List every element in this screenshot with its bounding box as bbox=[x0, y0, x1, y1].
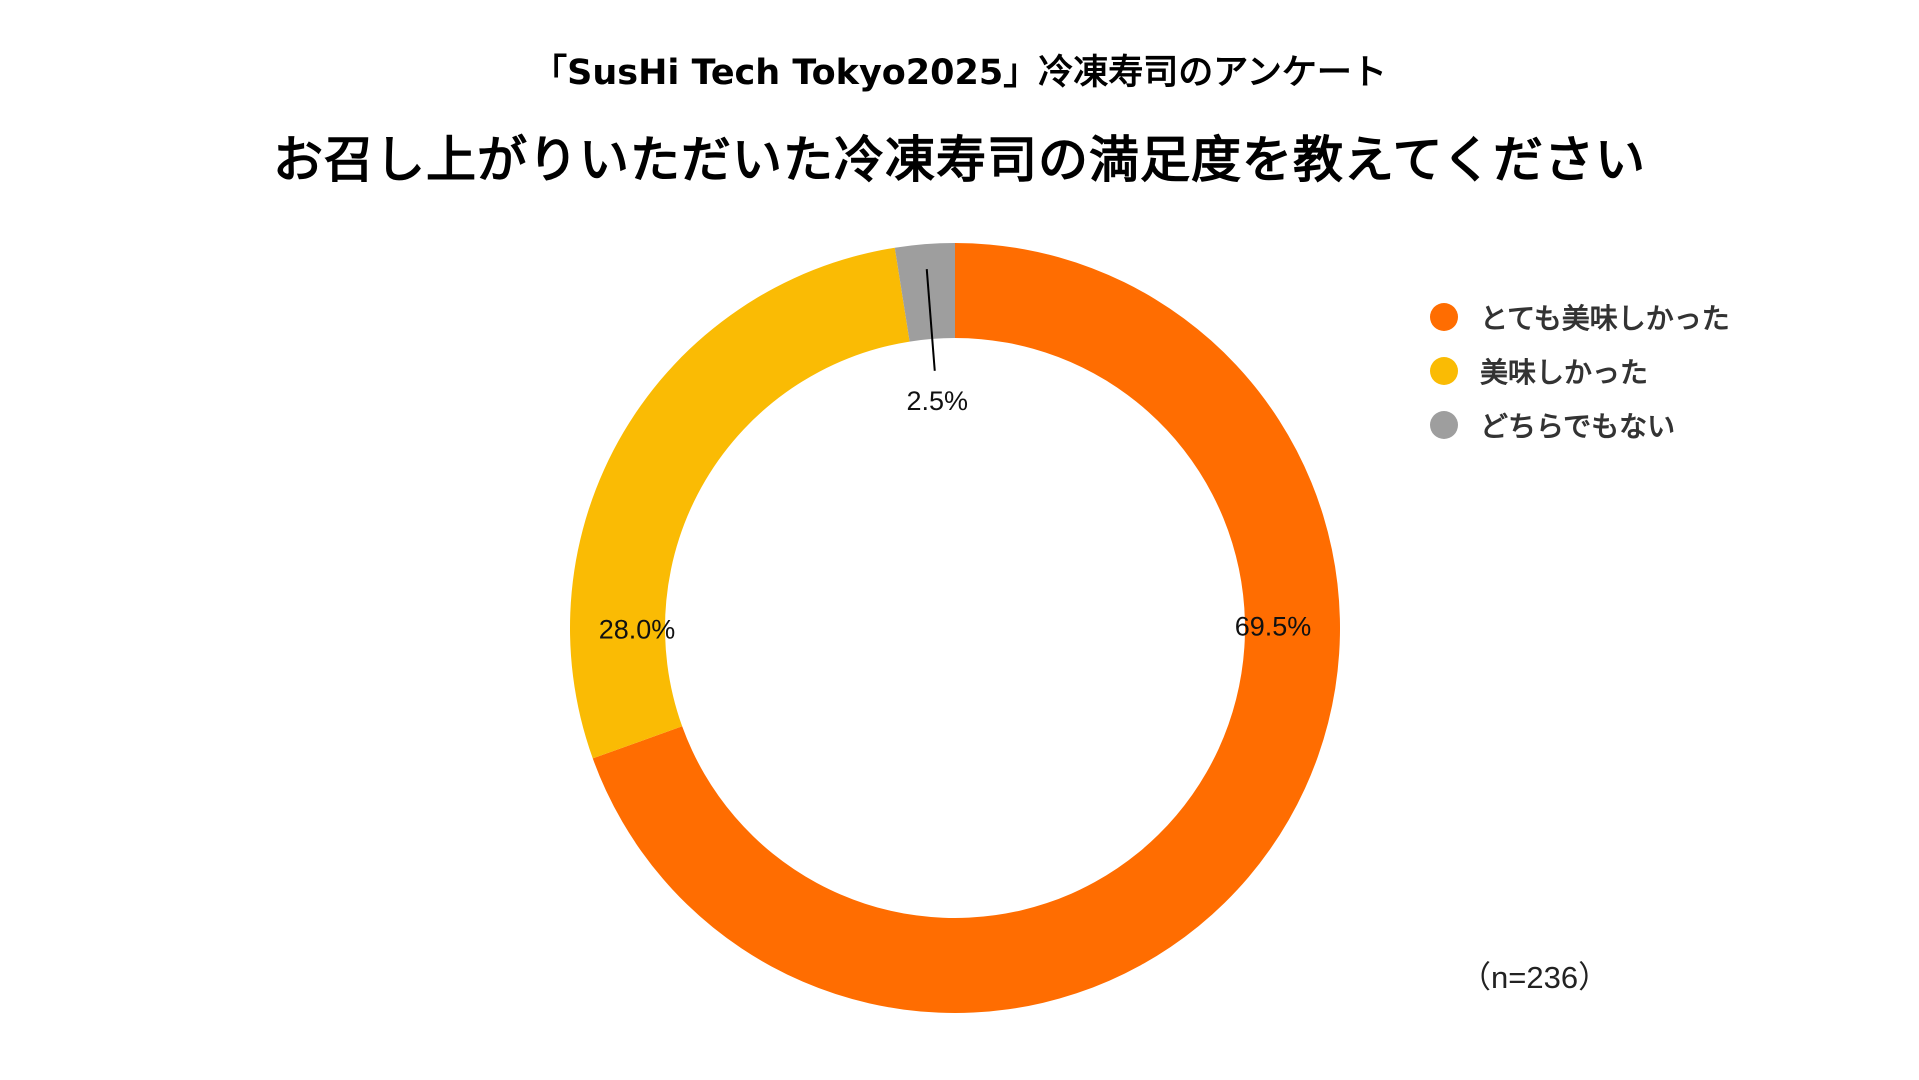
survey-title: 「SusHi Tech Tokyo2025」冷凍寿司のアンケート bbox=[532, 53, 1387, 93]
sample-size-note: （n=236） bbox=[1460, 960, 1610, 995]
chart-legend: とても美味しかった 美味しかった どちらでもない bbox=[1430, 290, 1730, 452]
slice-value-label: 69.5% bbox=[1235, 612, 1312, 642]
legend-item: とても美味しかった bbox=[1430, 290, 1730, 344]
legend-swatch bbox=[1430, 411, 1458, 439]
legend-item: 美味しかった bbox=[1430, 344, 1730, 398]
label-leader-line bbox=[925, 269, 936, 371]
question-title: お召し上がりいただいた冷凍寿司の満足度を教えてください bbox=[273, 131, 1646, 189]
legend-swatch bbox=[1430, 303, 1458, 331]
slice-value-label: 28.0% bbox=[599, 615, 676, 645]
legend-item: どちらでもない bbox=[1430, 398, 1730, 452]
legend-label: とても美味しかった bbox=[1480, 302, 1730, 335]
legend-swatch bbox=[1430, 357, 1458, 385]
legend-label: どちらでもない bbox=[1480, 410, 1676, 443]
donut-slice bbox=[570, 247, 910, 759]
legend-label: 美味しかった bbox=[1480, 356, 1649, 389]
slice-value-label: 2.5% bbox=[906, 386, 968, 416]
donut-slice bbox=[894, 243, 955, 342]
